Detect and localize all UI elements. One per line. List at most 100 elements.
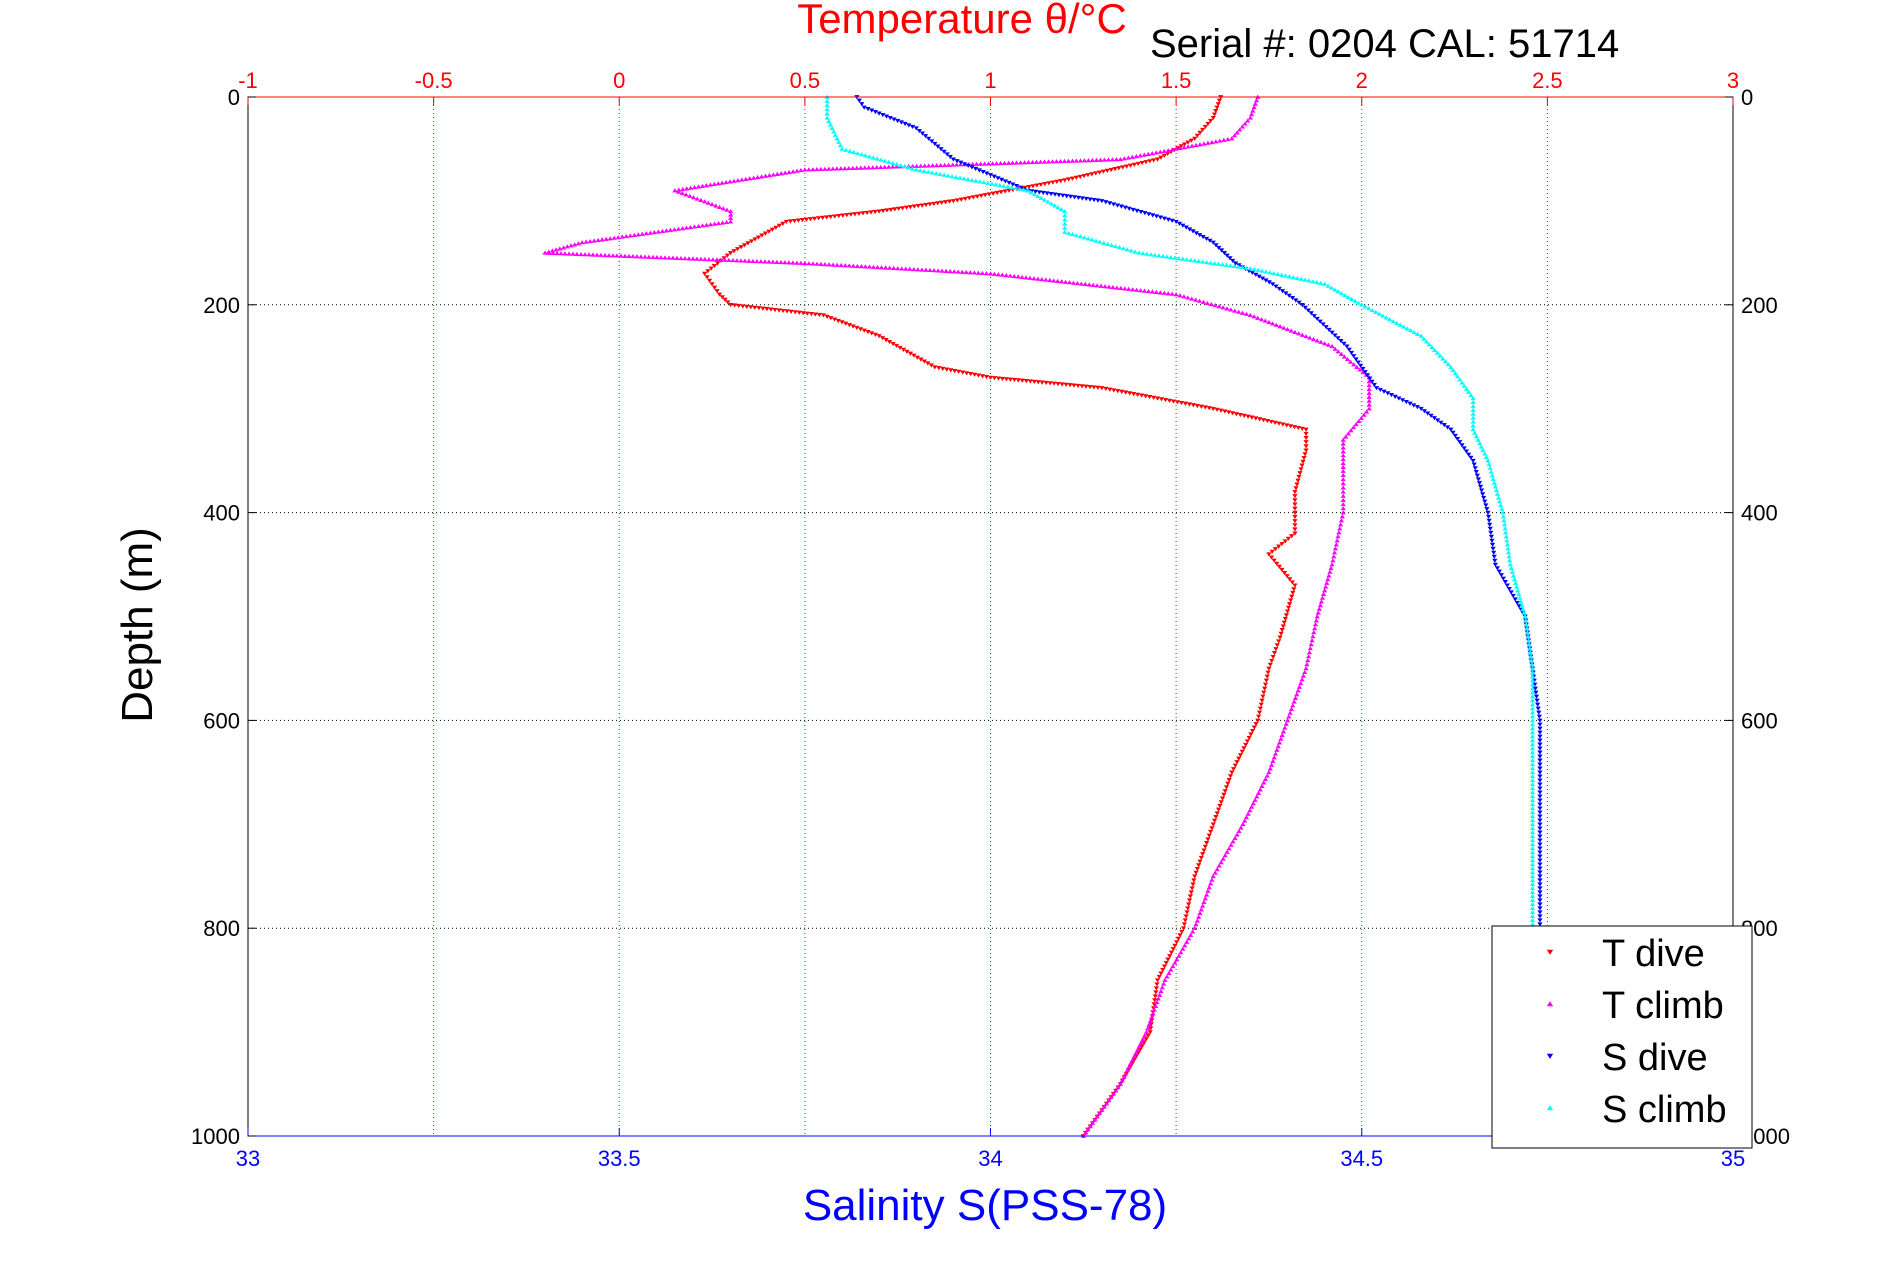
data-point-marker: [1537, 746, 1543, 751]
data-point-marker: [1163, 961, 1169, 966]
data-point-marker: [1380, 313, 1386, 318]
data-point-marker: [810, 261, 816, 266]
data-point-marker: [1385, 391, 1391, 396]
data-point-marker: [1218, 408, 1224, 413]
data-point-marker: [1388, 393, 1395, 398]
data-point-marker: [1306, 654, 1312, 659]
data-point-marker: [724, 207, 730, 212]
data-point-marker: [1213, 139, 1219, 144]
data-point-marker: [1448, 364, 1454, 369]
data-point-marker: [722, 297, 728, 302]
data-point-marker: [1504, 583, 1510, 588]
data-point-marker: [1053, 159, 1060, 164]
data-point-marker: [1067, 383, 1073, 388]
data-point-marker: [1463, 449, 1470, 454]
data-point-marker: [1156, 974, 1162, 980]
data-point-marker: [705, 200, 711, 205]
data-point-marker: [1356, 418, 1362, 423]
data-point-marker: [719, 295, 725, 300]
data-point-marker: [1097, 239, 1103, 244]
data-point-marker: [1527, 646, 1533, 651]
data-point-marker: [1290, 703, 1296, 708]
data-point-marker: [1281, 571, 1288, 576]
data-point-marker: [1529, 714, 1536, 719]
data-point-marker: [1454, 437, 1461, 442]
data-point-marker: [724, 253, 730, 258]
data-point-marker: [1348, 428, 1354, 433]
data-point-marker: [1325, 342, 1331, 347]
data-point-marker: [1272, 420, 1278, 425]
data-point-marker: [1031, 379, 1037, 384]
data-point-marker: [950, 199, 956, 204]
data-point-marker: [1510, 593, 1516, 599]
data-point-marker: [876, 111, 882, 116]
data-point-marker: [1537, 898, 1543, 903]
data-point-marker: [1224, 849, 1230, 854]
data-point-marker: [1366, 379, 1372, 384]
data-point-marker: [1253, 98, 1260, 103]
data-point-marker: [1183, 914, 1189, 919]
data-point-marker: [1211, 112, 1218, 117]
data-point-marker: [1148, 1026, 1154, 1031]
data-point-marker: [1133, 154, 1139, 159]
data-point-marker: [1173, 292, 1179, 297]
data-point-marker: [1491, 550, 1497, 555]
data-point-marker: [1205, 140, 1211, 145]
data-point-marker: [1529, 666, 1536, 671]
data-point-marker: [1243, 265, 1249, 270]
data-point-marker: [1192, 925, 1198, 931]
data-point-marker: [776, 308, 782, 313]
data-point-marker: [1274, 561, 1280, 566]
data-point-marker: [838, 166, 844, 171]
data-point-marker: [1210, 406, 1216, 412]
data-point-marker: [1537, 810, 1543, 815]
data-point-marker: [973, 178, 979, 183]
data-point-marker: [683, 225, 690, 230]
data-point-marker: [646, 254, 652, 259]
data-point-marker: [925, 361, 931, 366]
salinity-tick-label: 34: [978, 1146, 1002, 1171]
data-point-marker: [1529, 885, 1536, 891]
data-point-marker: [603, 236, 609, 241]
data-point-marker: [1317, 603, 1323, 608]
data-point-marker: [913, 126, 919, 131]
data-point-marker: [917, 168, 923, 173]
data-point-marker: [960, 370, 966, 375]
data-point-marker: [587, 238, 593, 244]
data-point-marker: [1537, 754, 1543, 759]
data-point-marker: [705, 269, 711, 274]
data-point-marker: [1403, 399, 1409, 405]
data-point-marker: [919, 203, 925, 208]
data-point-marker: [798, 168, 804, 173]
data-point-marker: [1501, 518, 1507, 523]
data-point-marker: [909, 124, 916, 130]
data-point-marker: [1311, 314, 1317, 319]
data-point-marker: [928, 363, 934, 368]
data-point-marker: [1104, 168, 1110, 173]
data-point-marker: [1031, 191, 1037, 197]
data-point-marker: [1213, 815, 1219, 820]
data-point-marker: [1520, 606, 1526, 611]
data-point-marker: [1136, 250, 1142, 255]
data-point-marker: [1438, 420, 1444, 425]
data-point-marker: [611, 235, 617, 240]
data-point-marker: [1141, 1040, 1147, 1045]
data-point-marker: [1070, 280, 1077, 285]
data-point-marker: [824, 102, 830, 108]
temp-tick-label: 1.5: [1161, 68, 1192, 93]
data-point-marker: [1198, 907, 1204, 912]
data-point-marker: [1289, 580, 1295, 585]
data-point-marker: [1279, 272, 1285, 277]
data-point-marker: [1224, 306, 1230, 311]
data-point-marker: [1117, 157, 1124, 162]
data-point-marker: [1528, 658, 1534, 663]
data-point-marker: [852, 212, 858, 217]
data-point-marker: [1338, 291, 1345, 296]
data-point-marker: [728, 212, 734, 217]
data-point-marker: [832, 214, 838, 219]
data-point-marker: [1165, 291, 1171, 296]
data-point-marker: [1154, 396, 1161, 401]
data-point-marker: [1134, 208, 1140, 214]
data-point-marker: [1266, 552, 1272, 557]
data-point-marker: [1314, 338, 1320, 343]
